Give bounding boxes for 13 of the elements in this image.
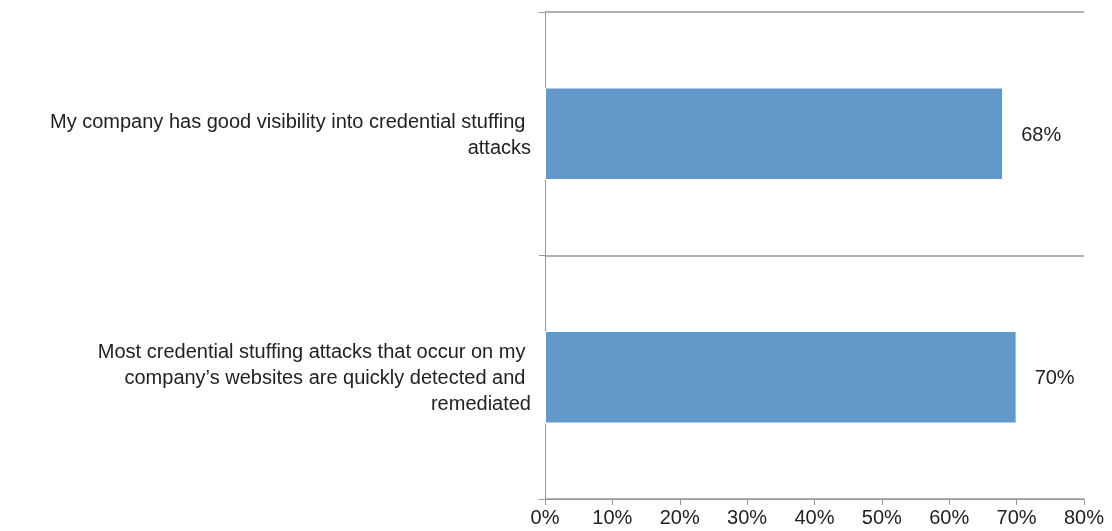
x-tick-label: 10%: [592, 506, 633, 528]
data-label: 70%: [1034, 366, 1075, 389]
x-tick-label: 20%: [659, 506, 700, 528]
x-tick-label: 60%: [929, 506, 970, 528]
x-tick-label: 0%: [530, 506, 560, 528]
x-tick-label: 30%: [727, 506, 768, 528]
x-tick-label: 70%: [996, 506, 1037, 528]
x-tick-label: 50%: [861, 506, 903, 528]
y-tick-label: My company has good visibility into credential stuffing attacks: [50, 109, 531, 158]
y-tick-label: Most credential stuffing attacks that occur on my company’s websites are quickly detected and remediated: [97, 340, 531, 415]
x-tick-label: 80%: [1063, 506, 1105, 528]
x-tick-label: 40%: [794, 506, 835, 528]
data-label: 68%: [1021, 122, 1062, 145]
